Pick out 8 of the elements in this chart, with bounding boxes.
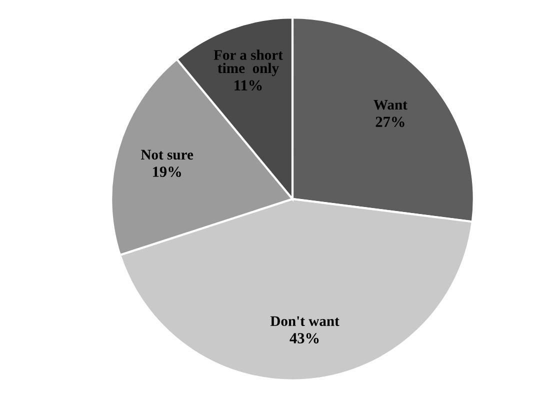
slice-label: Not sure	[140, 150, 194, 160]
data-label: 11%	[234, 80, 262, 91]
slice-label: Don't want	[270, 316, 340, 326]
slice-label: For a short time only	[214, 50, 283, 76]
data-label: 43%	[290, 333, 319, 344]
data-label: 19%	[153, 166, 181, 177]
data-label: 27%	[376, 116, 404, 128]
slice-label: Want	[374, 100, 408, 110]
